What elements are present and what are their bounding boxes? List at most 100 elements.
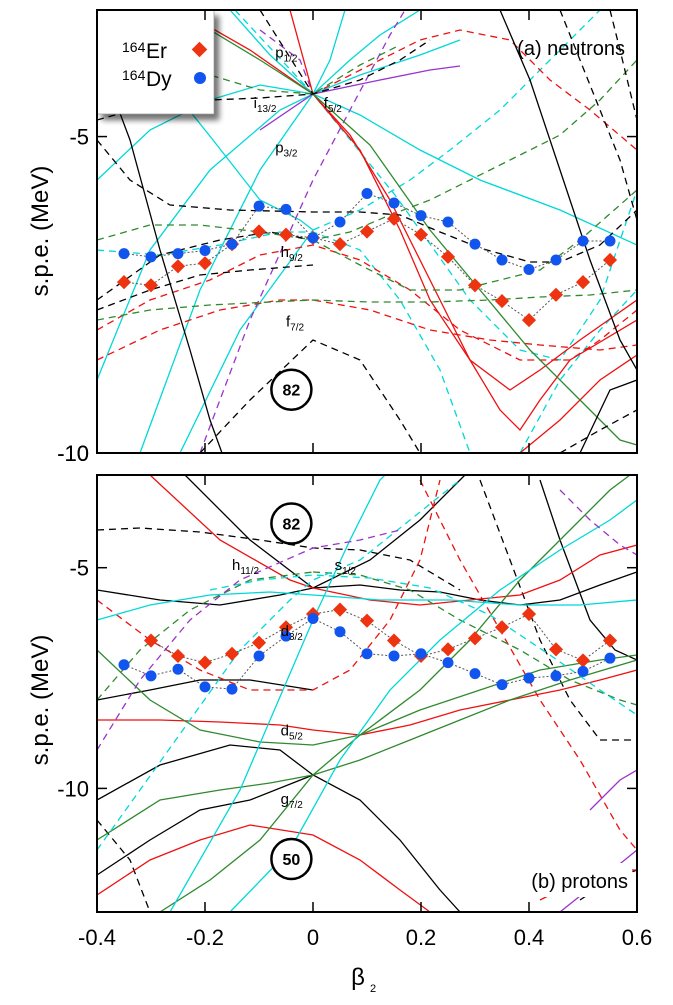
er-data-point xyxy=(521,606,537,622)
er-data-point xyxy=(278,620,294,635)
level-line xyxy=(199,339,421,453)
panel-a-level-labels: p1/2 i13/2 f5/2 p3/2 h9/2 f7/2 xyxy=(254,44,343,333)
level-line xyxy=(499,10,637,371)
panel-a-series xyxy=(116,188,618,328)
er-data-point xyxy=(602,633,618,648)
dy-data-point xyxy=(361,188,373,200)
level-label: h9/2 xyxy=(281,244,304,264)
dy-data-point xyxy=(226,238,238,250)
level-line xyxy=(97,527,461,591)
er-data-point xyxy=(359,613,375,628)
dy-data-point xyxy=(145,251,157,263)
x-tick-label: -0.2 xyxy=(186,925,224,950)
level-line xyxy=(229,10,637,246)
level-line xyxy=(259,29,314,95)
level-line xyxy=(97,244,637,361)
dy-data-point xyxy=(118,659,130,671)
level-line xyxy=(97,479,461,851)
dy-data-point xyxy=(361,648,373,660)
level-line xyxy=(97,659,637,841)
level-label: i13/2 xyxy=(254,95,277,115)
er-data-point xyxy=(602,252,618,268)
legend-dy-symbol: Dy xyxy=(146,68,172,91)
dy-data-point xyxy=(604,235,616,247)
level-line xyxy=(159,475,631,912)
series-connector xyxy=(150,609,611,664)
dy-data-point xyxy=(523,672,535,684)
er-data-point xyxy=(251,635,267,650)
level-line xyxy=(609,10,637,121)
level-line xyxy=(97,299,637,361)
dy-data-point xyxy=(145,670,157,682)
er-data-point xyxy=(386,211,402,226)
er-data-point xyxy=(548,642,564,657)
level-line xyxy=(97,479,441,691)
level-line xyxy=(559,409,637,453)
er-data-point xyxy=(359,224,375,239)
er-data-point xyxy=(494,620,510,635)
level-line xyxy=(97,39,401,95)
panel-b-ylabel: s.p.e. (MeV) xyxy=(27,635,54,766)
y-tick-label: -5 xyxy=(69,125,89,150)
er-data-point xyxy=(440,249,456,264)
panel-b-frame xyxy=(96,474,638,913)
panel-a-ylabel: s.p.e. (MeV) xyxy=(27,166,54,297)
dy-data-point xyxy=(172,663,184,675)
er-data-point xyxy=(197,256,213,271)
level-label: g7/2 xyxy=(281,791,304,811)
er-data-point xyxy=(224,646,240,661)
level-line xyxy=(97,39,461,181)
level-line xyxy=(589,769,637,811)
dy-data-point xyxy=(604,652,616,664)
er-data-point xyxy=(332,602,348,617)
dy-data-point xyxy=(118,248,130,260)
level-label: h11/2 xyxy=(232,557,260,577)
er-data-point xyxy=(116,275,132,290)
level-line xyxy=(97,669,637,736)
legend-dy-mass: 164 xyxy=(122,67,146,83)
level-line xyxy=(179,229,314,453)
level-line xyxy=(97,231,471,453)
dy-data-point xyxy=(334,626,346,638)
panel-b-series xyxy=(118,602,618,695)
er-data-point xyxy=(548,287,564,302)
level-label: p1/2 xyxy=(275,44,298,64)
dy-data-point xyxy=(577,665,589,677)
level-line xyxy=(149,475,637,606)
er-data-point xyxy=(467,631,483,646)
x-axis-label-symbol: β xyxy=(351,964,365,991)
level-line xyxy=(97,774,314,876)
x-tick-label: 0.2 xyxy=(406,925,437,950)
level-line xyxy=(259,10,314,95)
y-tick-label: -10 xyxy=(57,441,89,466)
legend-dy-marker xyxy=(194,72,206,84)
level-line xyxy=(97,529,401,751)
dy-data-point xyxy=(415,210,427,222)
panel-a: p1/2 i13/2 f5/2 p3/2 h9/2 f7/2 82 (a) neutron… xyxy=(27,9,638,466)
dy-data-point xyxy=(577,235,589,247)
x-tick-label: 0.6 xyxy=(622,925,653,950)
y-tick-label: -10 xyxy=(57,441,89,466)
y-tick-label: -10 xyxy=(57,776,89,801)
level-line xyxy=(99,59,223,453)
level-line xyxy=(229,499,637,912)
er-data-point xyxy=(467,278,483,293)
level-line xyxy=(209,574,637,716)
legend-er-symbol: Er xyxy=(146,40,167,63)
level-line xyxy=(312,189,637,291)
dy-data-point xyxy=(550,254,562,266)
level-line xyxy=(184,475,466,589)
level-line xyxy=(419,479,637,851)
level-line xyxy=(559,489,637,556)
er-data-point xyxy=(575,653,591,668)
x-tick-labels: -0.4 -0.2 0 0.2 0.4 0.6 xyxy=(78,925,652,950)
x-tick-label: -0.4 xyxy=(78,925,116,950)
er-data-point xyxy=(197,655,213,670)
level-line xyxy=(539,479,637,661)
er-data-point xyxy=(143,633,159,648)
level-line xyxy=(139,10,346,453)
level-line xyxy=(97,571,314,701)
level-line xyxy=(97,824,431,912)
level-line xyxy=(519,289,637,453)
level-line xyxy=(312,571,637,706)
